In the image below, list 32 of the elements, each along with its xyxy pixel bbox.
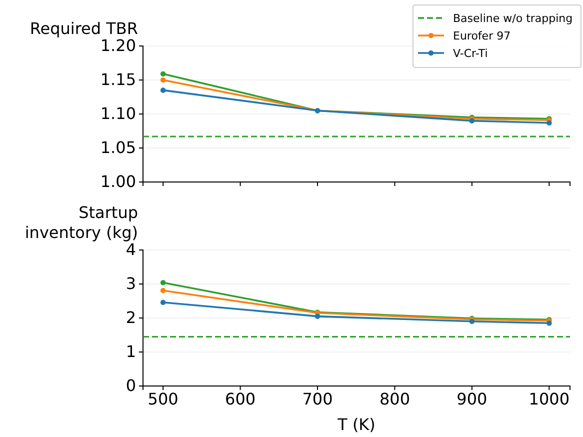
legend-label: V-Cr-Ti xyxy=(453,47,488,60)
point xyxy=(160,288,166,294)
y-tick-label: 3 xyxy=(126,274,136,294)
y-tick-label: 1.00 xyxy=(100,172,136,192)
point xyxy=(160,88,166,93)
y-axis-title: Required TBR xyxy=(30,19,138,38)
y-tick-label: 1.20 xyxy=(100,36,136,56)
point xyxy=(546,320,552,326)
x-tick-label: 800 xyxy=(379,389,410,408)
y-tick-label: 1.10 xyxy=(100,104,136,124)
point xyxy=(160,77,166,83)
y-tick-label: 0 xyxy=(126,376,136,396)
x-axis-title: T (K) xyxy=(336,415,376,434)
x-tick-label: 1000 xyxy=(528,389,570,408)
x-tick-label: 500 xyxy=(148,389,178,408)
point xyxy=(314,314,320,319)
point xyxy=(546,120,552,126)
y-tick-label: 4 xyxy=(126,240,136,260)
point xyxy=(160,280,166,286)
x-tick-label: 700 xyxy=(302,389,333,408)
point xyxy=(469,318,475,324)
legend-label: Eurofer 97 xyxy=(453,30,511,42)
legend-label: Baseline w/o trapping xyxy=(453,12,573,25)
y-axis-title: Startup inventory (kg) xyxy=(24,203,138,242)
point xyxy=(160,300,166,305)
y-tick-label: 2 xyxy=(126,308,136,328)
y-tick-label: 1.15 xyxy=(100,70,136,90)
y-tick-label: 1.05 xyxy=(100,138,136,158)
point xyxy=(160,71,166,77)
x-tick-label: 600 xyxy=(225,389,256,408)
y-tick-label: 1 xyxy=(126,342,136,362)
x-tick-label: 900 xyxy=(456,389,488,408)
